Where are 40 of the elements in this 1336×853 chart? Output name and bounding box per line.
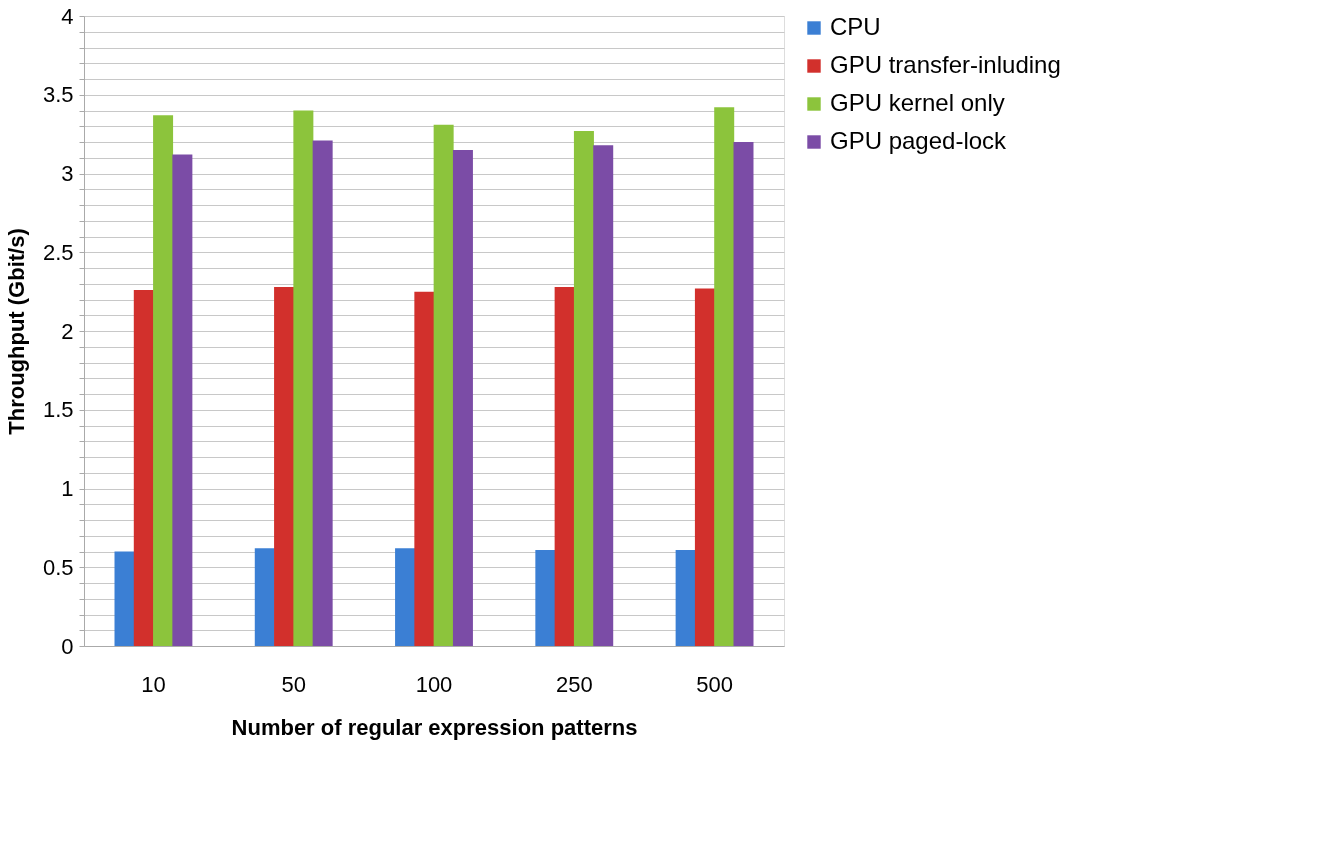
bar — [733, 142, 754, 646]
bar — [714, 107, 735, 646]
x-tick-label: 50 — [281, 671, 306, 697]
y-tick-label: 2 — [61, 318, 74, 344]
y-tick-label: 2.5 — [42, 239, 74, 265]
bar — [694, 288, 715, 646]
y-tick-label: 0.5 — [42, 554, 74, 580]
x-tick-label: 500 — [696, 671, 733, 697]
bar — [554, 286, 575, 646]
x-axis-title: Number of regular expression patterns — [231, 714, 638, 740]
bar — [153, 115, 174, 646]
bar — [395, 548, 416, 646]
bar — [593, 145, 614, 646]
bar — [573, 130, 594, 646]
bar — [414, 291, 435, 646]
bar — [312, 140, 333, 646]
bar — [452, 149, 473, 646]
y-tick-label: 1 — [61, 476, 74, 501]
x-tick-label: 100 — [415, 671, 453, 697]
x-tick-label: 250 — [555, 671, 593, 697]
bar — [133, 290, 154, 646]
legend-label: GPU transfer-inluding — [830, 51, 1061, 78]
bar — [274, 286, 295, 646]
y-tick-label: 3.5 — [42, 82, 74, 108]
y-tick-label: 1.5 — [42, 397, 74, 423]
y-axis-title: Throughput (Gbit/s) — [3, 228, 29, 435]
legend-label: GPU paged-lock — [830, 127, 1008, 154]
bar — [293, 110, 314, 646]
bar — [433, 124, 454, 646]
legend-label: GPU kernel only — [830, 89, 1005, 116]
bar — [254, 548, 275, 646]
bar — [535, 549, 556, 646]
y-tick-label: 0 — [61, 633, 74, 659]
y-tick-label: 4 — [61, 3, 74, 29]
bar — [675, 549, 696, 646]
bar — [114, 551, 135, 646]
x-tick-label: 10 — [141, 671, 166, 697]
y-tick-label: 3 — [61, 161, 74, 186]
bar — [172, 154, 193, 646]
legend-label: CPU — [830, 13, 881, 40]
